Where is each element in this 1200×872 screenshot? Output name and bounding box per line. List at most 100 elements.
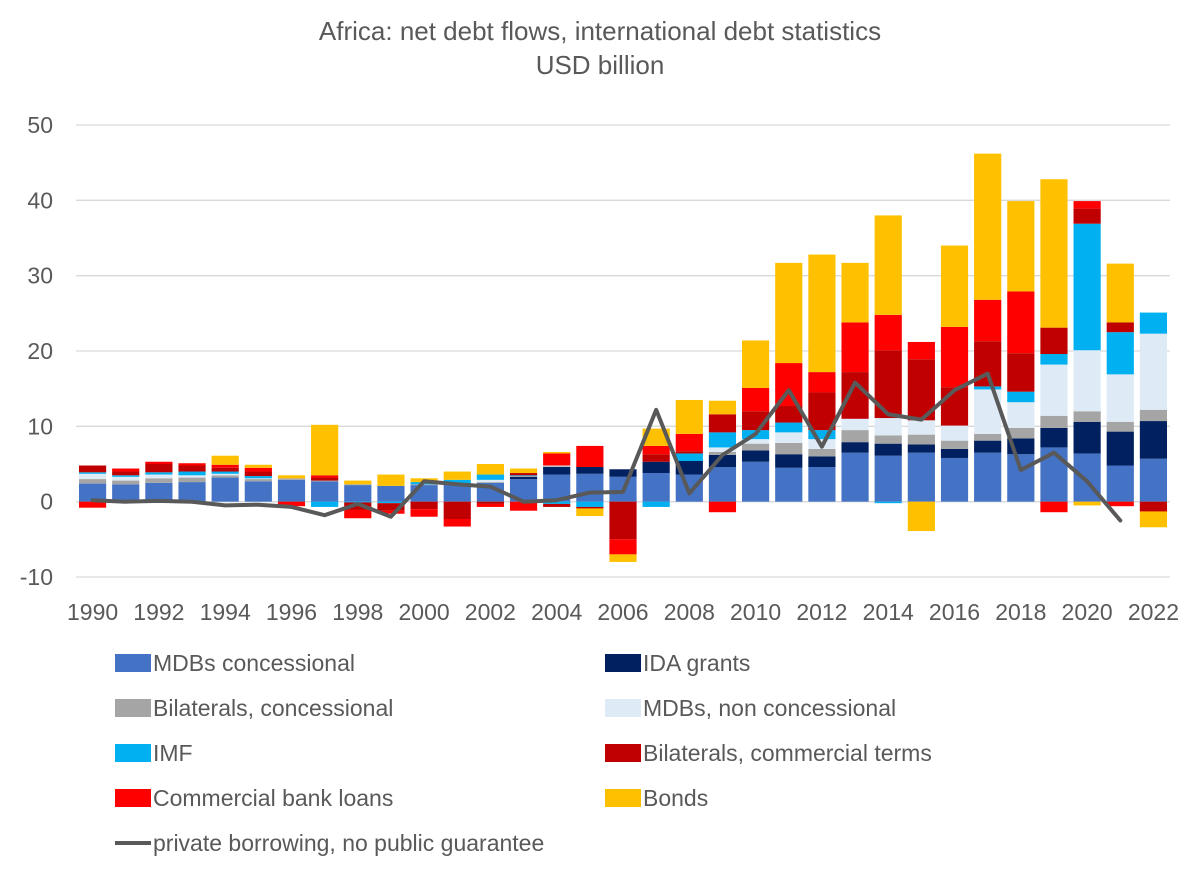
legend-label: IDA grants — [643, 649, 751, 676]
bar-segment — [145, 472, 173, 475]
bar-segment — [78, 479, 107, 484]
bar-segment — [211, 473, 239, 476]
bar-segment — [609, 469, 637, 477]
bar-segment — [78, 483, 107, 502]
bar-segment — [311, 501, 339, 507]
bar-segment — [708, 414, 737, 433]
x-axis-ticks: 1990 1992 1994 1996 1998 2000 2002 2004 2006 2008… — [67, 599, 1179, 625]
bar-segment — [841, 442, 869, 453]
plot-area: -10 0 10 20 30 40 50 1990 1992 1994 1996 1998 2000 2… — [20, 112, 1179, 625]
bar-segment — [1007, 427, 1035, 439]
bar-segment — [841, 452, 869, 502]
bar-segment — [775, 363, 803, 406]
bar-segment — [1106, 374, 1134, 422]
bar-segment — [808, 467, 836, 502]
legend-item: Bonds — [605, 783, 708, 813]
bar-segment — [576, 445, 604, 468]
legend-swatch — [115, 744, 151, 762]
legend-item: MDBs concessional — [115, 648, 355, 678]
bar-segment — [907, 501, 935, 532]
bar-segment — [576, 508, 604, 516]
bar-segment — [443, 501, 471, 519]
legend-swatch — [605, 744, 641, 762]
bar-segment — [907, 444, 935, 453]
bar-segment — [543, 501, 571, 504]
bar-segment — [742, 387, 770, 412]
bar-segment — [974, 299, 1002, 342]
bar-segment — [642, 473, 670, 502]
bar-segment — [742, 450, 770, 462]
bar-segment — [476, 479, 504, 483]
bar-segment — [907, 420, 935, 435]
bar-segment — [974, 440, 1002, 453]
bar-segment — [78, 473, 107, 480]
bar-segment — [675, 451, 703, 454]
bar-segment — [311, 480, 339, 482]
bar-segment — [874, 418, 902, 436]
bar-segment — [211, 464, 239, 468]
bar-segment — [178, 475, 206, 478]
bar-segment — [410, 484, 438, 486]
line-series — [90, 371, 1123, 523]
bar-segment — [642, 428, 670, 446]
bar-segment — [742, 443, 770, 451]
bar-segment — [940, 326, 969, 388]
bar-segment — [907, 452, 935, 502]
bar-segment — [211, 471, 239, 474]
bar-segment — [1007, 353, 1035, 392]
bar-segment — [509, 473, 538, 476]
bar-segment — [244, 478, 272, 480]
bar-segment — [708, 447, 737, 452]
bar-segment — [377, 503, 405, 511]
bar-segment — [112, 480, 140, 485]
bar-segment — [808, 430, 836, 440]
bar-segment — [1007, 201, 1035, 292]
bar-segment — [344, 480, 372, 485]
bar-segment — [178, 477, 206, 483]
bar-segment — [609, 539, 637, 555]
bar-segment — [708, 467, 737, 502]
bar-segment — [576, 506, 604, 509]
bar-segment — [1073, 201, 1101, 209]
bar-segment — [311, 424, 339, 476]
bars — [78, 153, 1168, 562]
x-tick-label: 1996 — [266, 599, 317, 625]
bar-segment — [808, 448, 836, 457]
bar-segment — [1073, 350, 1101, 412]
bar-segment — [808, 254, 836, 373]
bar-segment — [808, 456, 836, 468]
bar-segment — [775, 442, 803, 455]
legend-item: IMF — [115, 738, 193, 768]
x-tick-label: 2020 — [1062, 599, 1113, 625]
legend-swatch — [605, 699, 641, 717]
bar-segment — [443, 471, 471, 480]
bar-segment — [940, 440, 969, 449]
bar-segment — [1106, 322, 1134, 333]
bar-segment — [509, 476, 538, 480]
bar-segment — [1040, 501, 1068, 513]
bar-segment — [443, 518, 471, 527]
bar-segment — [609, 554, 637, 562]
bar-segment — [1040, 415, 1068, 428]
bar-segment — [940, 387, 969, 426]
x-tick-label: 2006 — [597, 599, 648, 625]
bar-segment — [145, 464, 173, 473]
bar-segment — [244, 476, 272, 479]
bar-segment — [874, 443, 902, 456]
bar-segment — [1139, 421, 1168, 459]
bar-segment — [344, 484, 372, 486]
legend-swatch — [605, 789, 641, 807]
chart-subtitle: USD billion — [535, 50, 665, 80]
bar-segment — [874, 314, 902, 351]
legend-label: MDBs, non concessional — [643, 694, 897, 721]
bar-segment — [1139, 511, 1168, 528]
bar-segment — [874, 501, 902, 504]
bar-segment — [1139, 458, 1168, 502]
bar-segment — [211, 467, 239, 472]
bar-segment — [841, 262, 869, 323]
bar-segment — [476, 482, 504, 483]
bar-segment — [576, 473, 604, 502]
legend-label: Bilaterals, concessional — [153, 694, 394, 721]
y-tick-label: 40 — [27, 187, 53, 213]
bar-segment — [1073, 208, 1101, 224]
